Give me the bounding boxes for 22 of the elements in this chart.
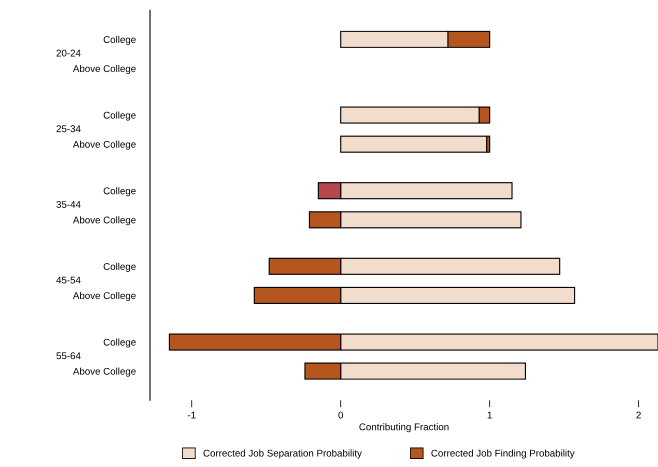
text: 20-24 (56, 50, 81, 57)
legend-label: Corrected Job Separation Probability (203, 449, 362, 459)
y-tick-label: Above College (72, 292, 136, 301)
text: 25-34 (56, 125, 81, 132)
y-tick-label: College (104, 36, 136, 45)
x-axis-title: Contributing Fraction (359, 423, 449, 432)
y-tick-label: Above College (72, 368, 136, 377)
legend-label: Corrected Job Finding Probability (431, 449, 575, 459)
y-tick-label: College (104, 112, 136, 121)
text: 55-64 (56, 352, 81, 360)
y-tick-label: College (104, 338, 136, 348)
x-tick-label: 0 (338, 412, 344, 418)
y-tick-label: College (104, 262, 136, 272)
y-tick-label: College (104, 187, 136, 196)
y-tick-label: Above College (72, 140, 136, 150)
x-tick-label: -1 (188, 412, 196, 418)
text: 45-54 (56, 276, 81, 284)
x-tick-label: 2 (636, 412, 641, 418)
x-tick-label: 1 (488, 412, 492, 418)
y-tick-label: Above College (72, 64, 136, 74)
text: 35-44 (56, 200, 81, 208)
y-tick-label: Above College (72, 216, 136, 226)
